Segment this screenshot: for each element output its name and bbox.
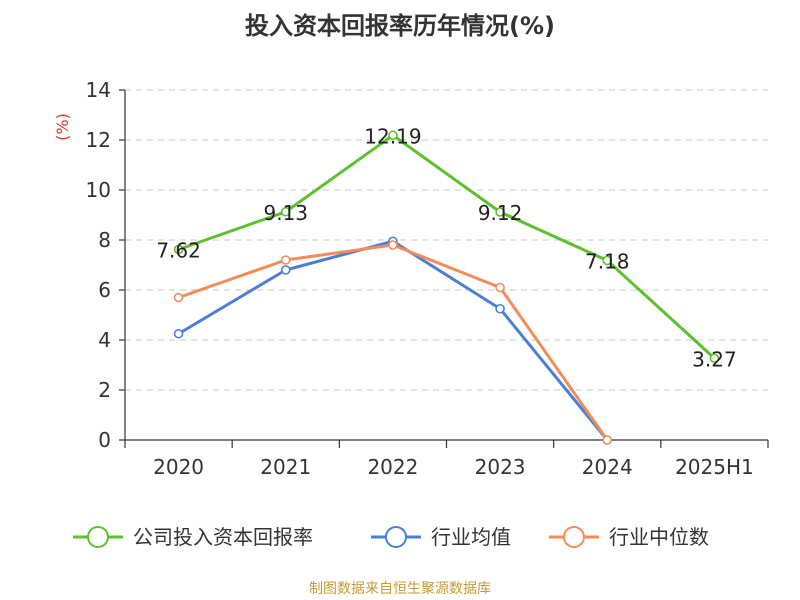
y-tick-label: 12: [86, 128, 111, 152]
legend-item-2[interactable]: 行业均值: [371, 525, 511, 549]
data-label: 7.18: [585, 250, 630, 274]
data-label: 12.19: [364, 124, 421, 148]
data-label: 9.12: [478, 201, 523, 225]
data-point: [173, 328, 184, 339]
data-point: [495, 207, 505, 217]
legend-marker-icon: [385, 526, 407, 548]
data-point: [173, 292, 184, 303]
data-label: 3.27: [692, 347, 737, 371]
y-tick-label: 8: [98, 228, 111, 252]
data-point: [495, 282, 505, 293]
legend-label: 行业均值: [431, 525, 511, 549]
series-line-1: [178, 133, 716, 360]
x-tick-label: 2025H1: [675, 455, 754, 479]
x-tick-label: 2022: [367, 455, 418, 479]
data-point: [602, 255, 613, 266]
y-tick-label: 6: [98, 278, 111, 302]
y-tick-label: 0: [98, 428, 111, 452]
grid-lines: [125, 89, 768, 391]
data-label: 7.62: [156, 239, 201, 263]
data-point: [280, 206, 291, 217]
data-point: [388, 130, 398, 141]
series-lines: [173, 130, 720, 445]
legend[interactable]: 公司投入资本回报率 行业均值 行业中位数: [73, 525, 709, 549]
x-tick-label: 2024: [582, 455, 633, 479]
y-tick-label: 14: [86, 78, 111, 102]
y-axis-unit-label: (%): [53, 113, 72, 141]
legend-item-3[interactable]: 行业中位数: [549, 525, 709, 549]
legend-label: 行业中位数: [609, 525, 709, 549]
x-tick-label: 2023: [475, 455, 526, 479]
y-tick-label: 10: [86, 178, 111, 202]
data-point: [602, 435, 613, 445]
x-tick-label: 2020: [153, 455, 204, 479]
data-point: [709, 353, 720, 364]
series-line-2: [177, 239, 609, 441]
source-footnote: 制图数据来自恒生聚源数据库: [309, 581, 491, 597]
data-point: [280, 255, 291, 265]
y-tick-label: 4: [98, 328, 111, 352]
data-point: [388, 240, 398, 250]
legend-marker-icon: [87, 526, 109, 548]
data-point: [495, 303, 505, 314]
data-point: [173, 244, 184, 255]
axes: 0 2 4 6 8 10 12 14 2020 2021 2022 2023 2024 2025H1: [86, 78, 769, 479]
chart-title: 投入资本回报率历年情况(%): [245, 12, 555, 40]
data-label: 9.13: [263, 201, 308, 225]
legend-label: 公司投入资本回报率: [133, 525, 313, 549]
legend-marker-icon: [563, 526, 585, 548]
legend-item-1[interactable]: 公司投入资本回报率: [73, 525, 313, 549]
y-tick-label: 2: [98, 378, 111, 402]
data-point: [280, 265, 291, 275]
series-line-3: [178, 243, 609, 441]
data-labels: 7.62 9.13 12.19 9.12 7.18 3.27: [156, 124, 736, 371]
x-tick-label: 2021: [260, 455, 311, 479]
